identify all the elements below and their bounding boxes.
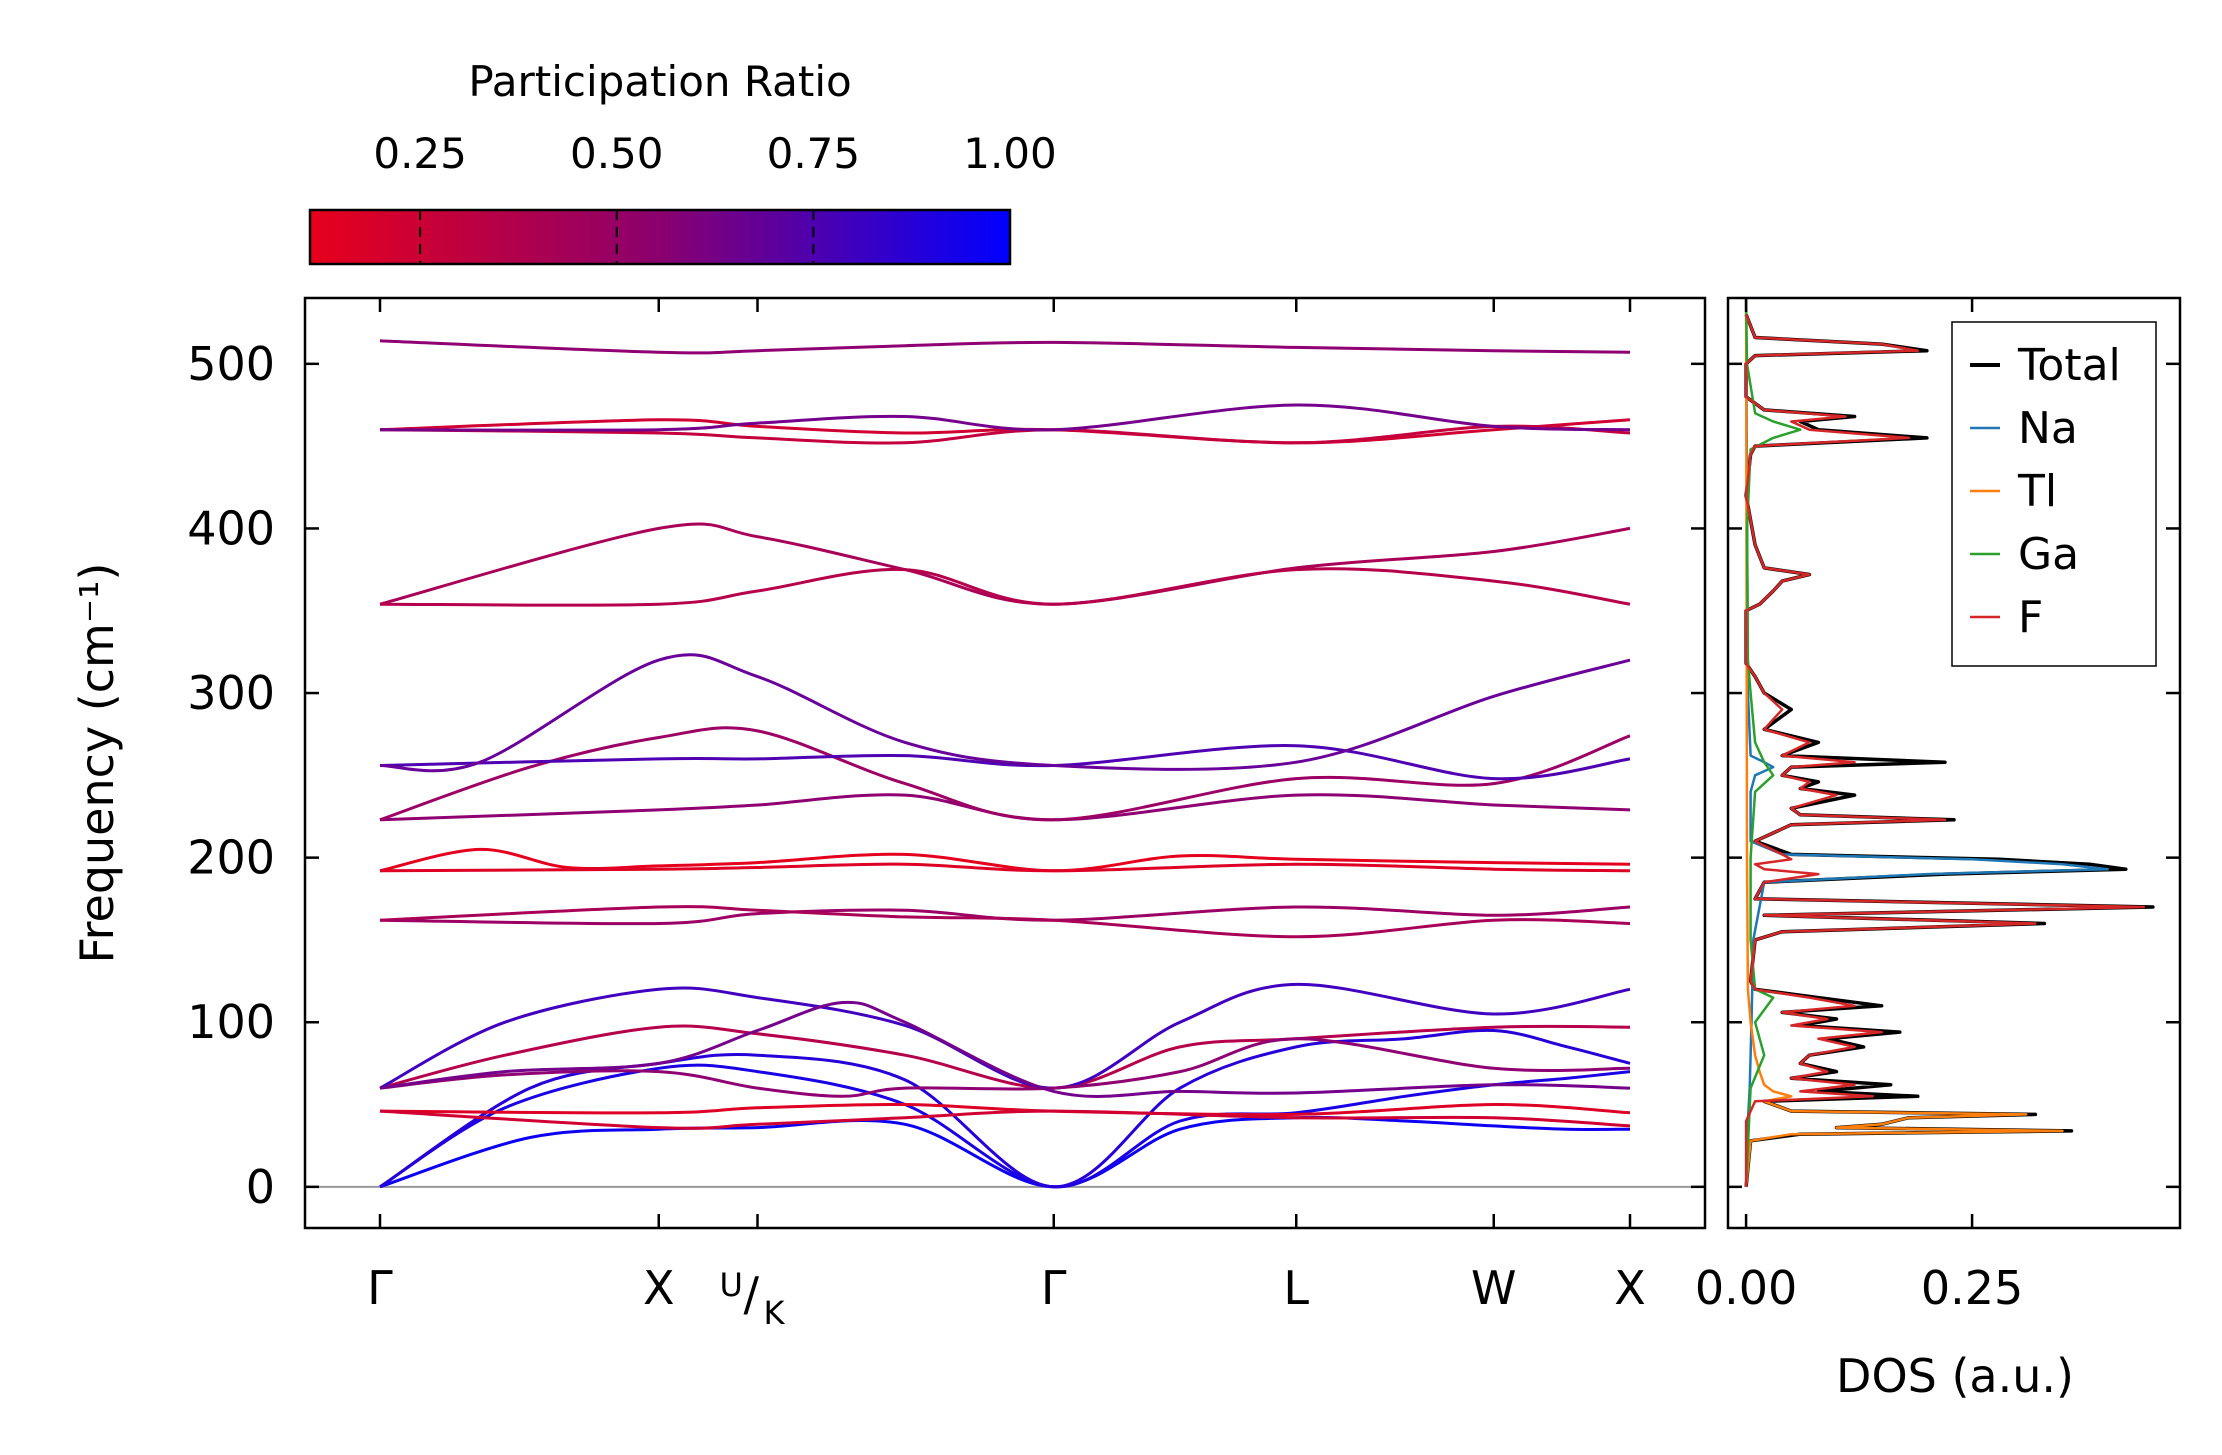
dos-lines: [1744, 298, 2155, 1187]
legend-label: Ga: [2018, 529, 2079, 580]
x-tick-sublabel: K: [764, 1294, 786, 1332]
colorbar-ticks: 0.25 0.50 0.75 1.00: [373, 129, 1057, 264]
dos-legend: Total Na Tl Ga F: [1951, 321, 2157, 667]
band-acoustic-1: [379, 1115, 1631, 1189]
dos-x-ticks: 0.00 0.25: [1695, 298, 2023, 1315]
x-tick-label: U: [720, 1266, 743, 1304]
dos-line-f: [1744, 314, 2146, 1187]
x-tick-slash: /: [744, 1267, 760, 1321]
band-b5: [379, 1109, 1631, 1130]
colorbar-gradient: [308, 208, 1012, 266]
x-tick-label: W: [1471, 1261, 1516, 1315]
y-tick-label: 200: [187, 831, 275, 885]
legend-label: Tl: [2017, 466, 2057, 517]
y-tick-label: 300: [187, 666, 275, 720]
band-x-ticks: Γ X U / K Γ L W X: [367, 298, 1646, 1332]
colorbar: Participation Ratio 0.25 0.50 0.75 1.00: [308, 57, 1057, 266]
y-axis-label: Frequency (cm⁻¹): [70, 563, 124, 964]
band-b9: [379, 1000, 1631, 1098]
colorbar-tick-label: 1.00: [963, 129, 1057, 178]
band-b20: [379, 418, 1631, 445]
band-b12: [379, 847, 1631, 873]
y-tick-label: 100: [187, 995, 275, 1049]
band-b6: [379, 1024, 1631, 1090]
x-tick-label: X: [1614, 1261, 1646, 1315]
x-tick-label: X: [643, 1261, 675, 1315]
band-b17: [379, 653, 1631, 773]
x-tick-label: Γ: [1041, 1261, 1067, 1315]
colorbar-label: Participation Ratio: [468, 57, 851, 106]
x-tick-label-combined: U / K: [720, 1266, 786, 1332]
dos-x-axis-label: DOS (a.u.): [1836, 1349, 2074, 1403]
band-structure-panel: 0 100 200 300 400 500 Γ X U / K Γ L W X Frequency (cm…: [70, 296, 1707, 1332]
band-b16: [379, 744, 1631, 781]
band-b4: [379, 1102, 1631, 1117]
y-tick-label: 400: [187, 501, 275, 555]
dos-x-tick-label: 0.00: [1695, 1261, 1797, 1315]
colorbar-tick-label: 0.50: [570, 129, 664, 178]
x-tick-label: L: [1283, 1261, 1309, 1315]
colorbar-tick-label: 0.25: [373, 129, 467, 178]
band-b13: [379, 862, 1631, 873]
colorbar-tick-label: 0.75: [767, 129, 861, 178]
band-lines: [379, 339, 1631, 1189]
band-b23: [379, 339, 1631, 355]
band-y-ticks: 0 100 200 300 400 500: [187, 337, 1705, 1214]
band-b7: [379, 982, 1631, 1090]
band-b19: [379, 567, 1631, 607]
dos-x-tick-label: 0.25: [1921, 1261, 2023, 1315]
legend-frame: [1951, 321, 2157, 667]
legend-items: Total Na Tl Ga F: [1970, 340, 2121, 643]
band-b21: [379, 424, 1631, 445]
legend-label: Na: [2018, 403, 2078, 454]
band-b15: [379, 726, 1631, 822]
legend-label: F: [2018, 592, 2043, 643]
dos-axes-frame: [1726, 296, 2182, 1230]
y-tick-label: 500: [187, 337, 275, 391]
band-b11: [379, 905, 1631, 939]
band-axes-frame: [303, 296, 1707, 1230]
band-b8: [379, 1037, 1631, 1098]
legend-label: Total: [2017, 340, 2121, 391]
x-tick-label: Γ: [367, 1261, 393, 1315]
y-tick-label: 0: [246, 1160, 275, 1214]
dos-y-ticks: [1728, 362, 2180, 1189]
dos-line-ga: [1744, 298, 1802, 1187]
dos-panel: 0.00 0.25 DOS (a.u.) Total Na Tl Ga F: [1695, 296, 2182, 1403]
band-b18: [379, 522, 1631, 606]
band-b22: [379, 403, 1631, 432]
